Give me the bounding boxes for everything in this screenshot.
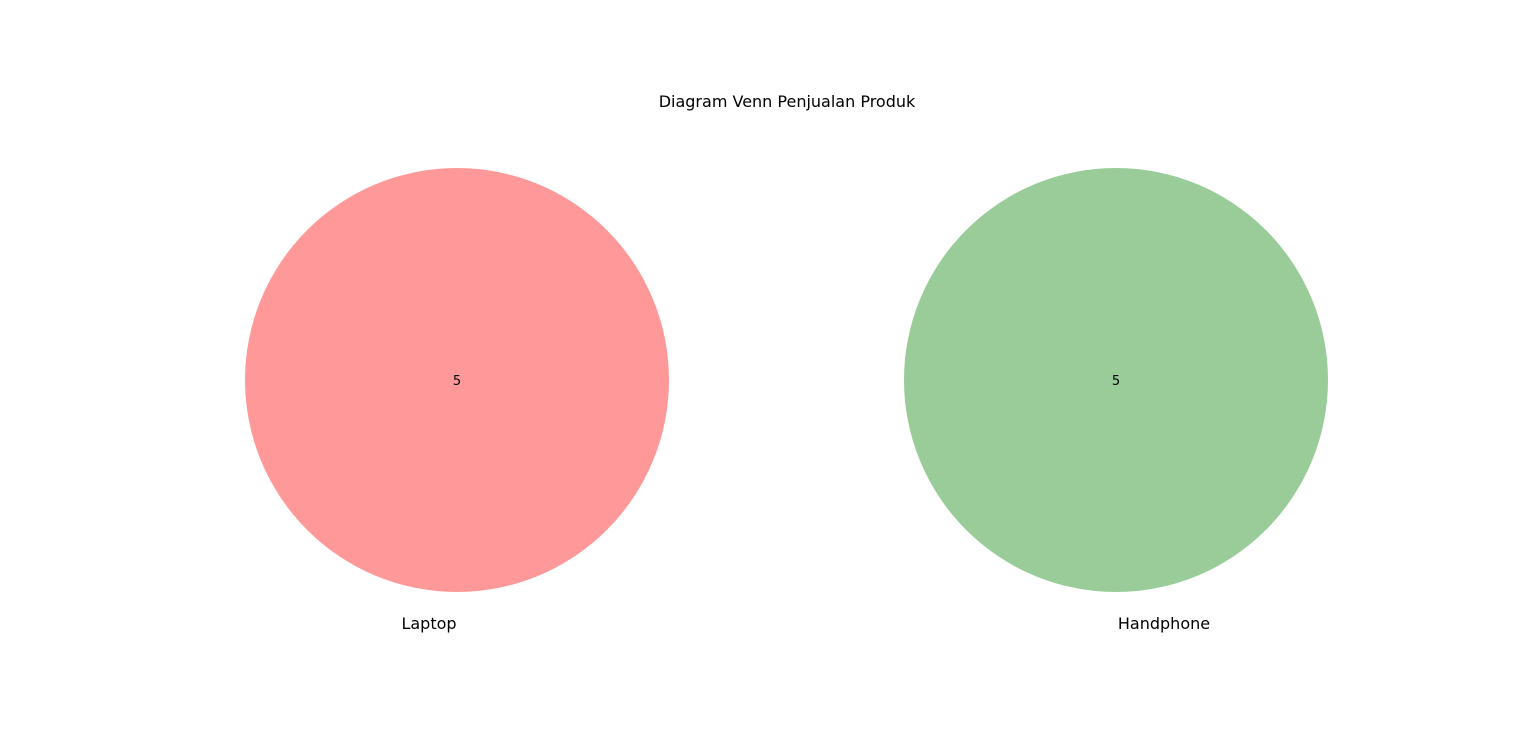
laptop-only-count: 5 <box>453 374 461 389</box>
handphone-label: Handphone <box>1118 614 1210 633</box>
laptop-circle <box>245 168 669 592</box>
handphone-circle <box>904 168 1328 592</box>
handphone-only-count: 5 <box>1112 374 1120 389</box>
laptop-label: Laptop <box>401 614 456 633</box>
diagram-title: Diagram Venn Penjualan Produk <box>659 92 916 111</box>
